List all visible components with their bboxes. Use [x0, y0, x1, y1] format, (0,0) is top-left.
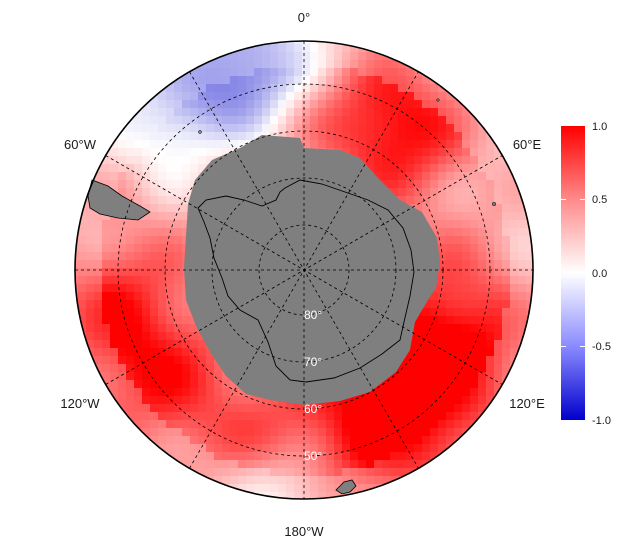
colorbar-label-neg-half: -0.5	[592, 341, 611, 353]
lon-label-180: 180°W	[284, 524, 324, 539]
antarctica-coastline	[197, 179, 415, 383]
south-america-tip	[87, 179, 151, 221]
colorbar: 1.0 0.5 0.0 -0.5 -1.0	[561, 121, 611, 427]
colorbar-ticks	[561, 199, 585, 347]
graticule	[75, 41, 533, 499]
colorbar-label-half: 0.5	[592, 194, 607, 206]
colorbar-label-min: -1.0	[592, 415, 611, 427]
latitude-labels: 80° 70° 60° 50°	[304, 308, 322, 463]
island	[436, 98, 440, 102]
lon-label-120e: 120°E	[509, 396, 545, 411]
lon-label-0: 0°	[298, 10, 310, 25]
lon-label-120w: 120°W	[60, 396, 100, 411]
longitude-labels: 0° 60°W 60°E 120°W 120°E 180°W	[60, 10, 545, 539]
lat-label-80: 80°	[304, 308, 322, 322]
lat-label-50: 50°	[304, 449, 322, 463]
latitude-circle-80	[258, 224, 350, 316]
lon-label-60w: 60°W	[64, 137, 97, 152]
lon-label-60e: 60°E	[513, 137, 542, 152]
lat-label-70: 70°	[304, 355, 322, 369]
colorbar-label-zero: 0.0	[592, 268, 607, 280]
island	[491, 201, 497, 207]
new-zealand	[335, 479, 357, 495]
colorbar-label-max: 1.0	[592, 121, 607, 133]
map-frame	[74, 40, 534, 500]
island	[198, 130, 202, 134]
lat-label-60: 60°	[304, 402, 322, 416]
meridian-line	[189, 71, 419, 469]
